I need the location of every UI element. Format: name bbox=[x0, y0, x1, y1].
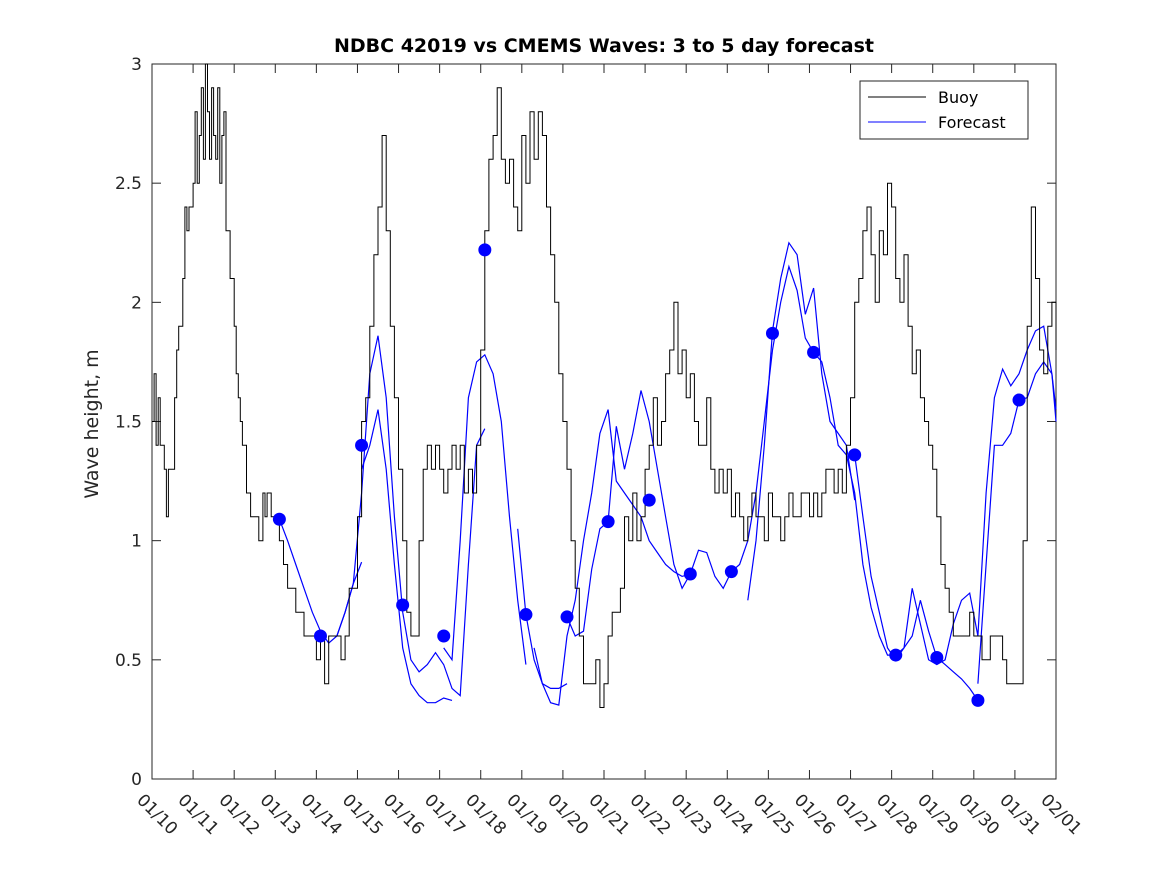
forecast-marker bbox=[1012, 393, 1026, 407]
x-tick-label: 01/31 bbox=[995, 790, 1044, 839]
buoy-line bbox=[152, 63, 1057, 708]
forecast-line-segment bbox=[854, 325, 1057, 666]
forecast-line-segment bbox=[361, 409, 453, 704]
x-tick-label: 01/26 bbox=[790, 790, 839, 839]
legend-box bbox=[859, 80, 1029, 140]
x-tick-label: 01/13 bbox=[256, 790, 305, 839]
x-tick-label: 01/30 bbox=[954, 790, 1003, 839]
y-tick-label: 1.5 bbox=[115, 413, 142, 433]
forecast-marker bbox=[724, 565, 738, 579]
x-tick-label: 01/17 bbox=[420, 790, 469, 839]
y-tick-label: 2 bbox=[131, 293, 142, 313]
x-tick-label: 01/16 bbox=[379, 790, 428, 839]
plot-area: 00.511.522.53 01/1001/1101/1201/1301/140… bbox=[115, 55, 1085, 839]
x-tick-label: 01/25 bbox=[749, 790, 798, 839]
forecast-markers bbox=[272, 243, 1026, 707]
forecast-marker bbox=[971, 693, 985, 707]
y-tick-label: 3 bbox=[131, 55, 142, 75]
x-tick-label: 01/12 bbox=[215, 790, 264, 839]
forecast-marker bbox=[765, 326, 779, 340]
forecast-marker bbox=[272, 512, 286, 526]
forecast-marker bbox=[519, 608, 533, 622]
y-tick-label: 1 bbox=[131, 532, 142, 552]
x-tick-label: 01/29 bbox=[913, 790, 962, 839]
forecast-marker bbox=[889, 648, 903, 662]
forecast-marker bbox=[355, 438, 369, 452]
x-tick-label: 01/10 bbox=[132, 790, 181, 839]
y-axis-label: Wave height, m bbox=[81, 349, 103, 498]
forecast-marker bbox=[478, 243, 492, 257]
x-tick-label: 01/23 bbox=[667, 790, 716, 839]
forecast-marker bbox=[683, 567, 697, 581]
x-tick-label: 01/11 bbox=[174, 790, 223, 839]
x-tick-label: 01/28 bbox=[872, 790, 921, 839]
chart-title: NDBC 42019 vs CMEMS Waves: 3 to 5 day fo… bbox=[334, 35, 874, 57]
x-tick-label: 01/15 bbox=[338, 790, 387, 839]
forecast-marker bbox=[560, 610, 574, 624]
forecast-marker bbox=[930, 650, 944, 664]
x-tick-label: 02/01 bbox=[1036, 790, 1085, 839]
y-tick-label: 0 bbox=[131, 770, 142, 790]
x-tick-label: 01/19 bbox=[502, 790, 551, 839]
forecast-marker bbox=[313, 629, 327, 643]
x-tick-label: 01/24 bbox=[708, 790, 757, 839]
forecast-line-segment bbox=[443, 353, 527, 665]
forecast-marker bbox=[601, 515, 615, 529]
x-tick-label: 01/14 bbox=[297, 790, 346, 839]
forecast-marker bbox=[396, 598, 410, 612]
x-tick-label: 01/21 bbox=[584, 790, 633, 839]
legend-forecast-label: Forecast bbox=[938, 113, 1006, 132]
forecast-marker bbox=[848, 448, 862, 462]
legend: Buoy Forecast bbox=[859, 80, 1029, 140]
y-tick-label: 0.5 bbox=[115, 651, 142, 671]
forecast-marker bbox=[807, 345, 821, 359]
forecast-line-segment bbox=[566, 390, 732, 637]
x-tick-label: 01/18 bbox=[461, 790, 510, 839]
forecast-line-segment bbox=[533, 409, 691, 706]
forecast-marker bbox=[437, 629, 451, 643]
x-tick-label: 01/22 bbox=[626, 790, 675, 839]
x-tick-label: 01/27 bbox=[831, 790, 880, 839]
forecast-line-segment bbox=[747, 241, 856, 601]
forecast-marker bbox=[642, 493, 656, 507]
y-ticks: 0 0.5 1 1.5 2 2.5 3 bbox=[115, 55, 1056, 790]
legend-buoy-label: Buoy bbox=[938, 88, 978, 107]
x-tick-label: 01/20 bbox=[543, 790, 592, 839]
y-tick-label: 2.5 bbox=[115, 174, 142, 194]
buoy-series bbox=[152, 63, 1057, 708]
